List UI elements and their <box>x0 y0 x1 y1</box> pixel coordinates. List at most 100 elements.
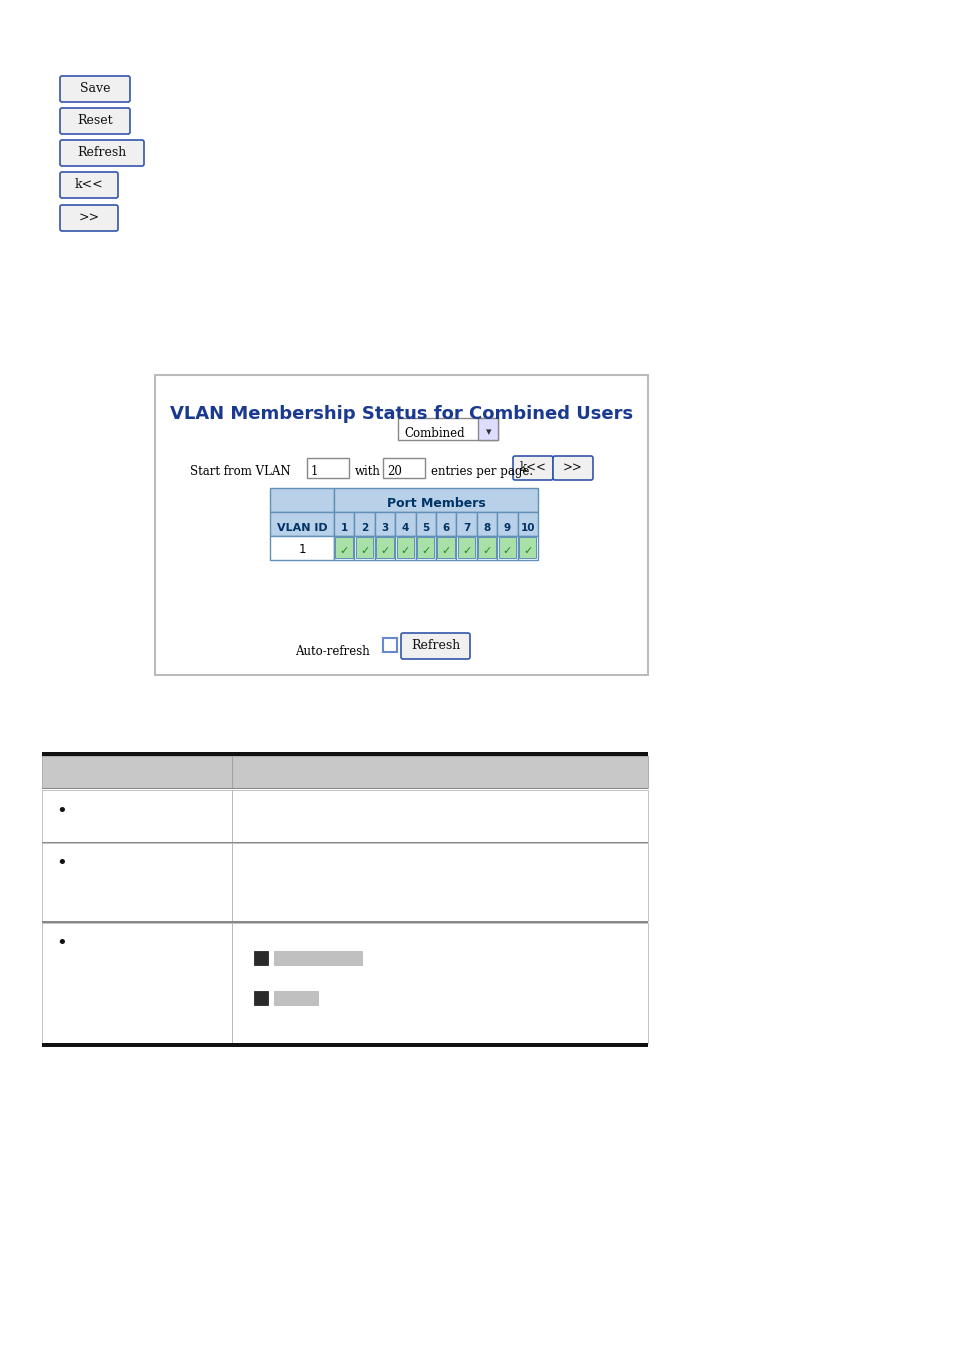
Bar <box>42 841 647 842</box>
Text: •: • <box>56 933 67 952</box>
Bar <box>270 536 334 560</box>
Text: ✓: ✓ <box>420 545 430 556</box>
Text: 1: 1 <box>298 544 305 556</box>
Bar <box>232 756 647 788</box>
FancyBboxPatch shape <box>60 205 118 231</box>
Bar <box>497 512 517 536</box>
Bar <box>354 536 375 560</box>
Bar <box>497 536 517 560</box>
Bar <box>416 537 434 559</box>
Text: 8: 8 <box>483 522 490 533</box>
Text: Refresh: Refresh <box>411 640 459 652</box>
Bar <box>382 458 424 478</box>
Text: 1: 1 <box>340 522 348 533</box>
Bar <box>274 950 361 964</box>
Text: 3: 3 <box>381 522 388 533</box>
Text: VLAN ID: VLAN ID <box>276 522 327 533</box>
Text: k<<: k<< <box>519 462 546 474</box>
Text: VLAN Membership Status for Combined Users: VLAN Membership Status for Combined User… <box>170 405 633 423</box>
Bar <box>478 418 498 440</box>
Text: ✓: ✓ <box>380 545 389 556</box>
Bar <box>334 512 354 536</box>
FancyBboxPatch shape <box>60 108 130 134</box>
Bar <box>334 536 354 560</box>
Bar <box>396 537 414 559</box>
Bar <box>232 842 647 921</box>
Bar <box>42 788 647 790</box>
Text: Auto-refresh: Auto-refresh <box>294 645 370 659</box>
Bar <box>42 756 232 788</box>
Bar <box>517 536 537 560</box>
Bar <box>253 950 268 964</box>
Text: 4: 4 <box>401 522 409 533</box>
Text: ✓: ✓ <box>339 545 349 556</box>
Bar <box>154 375 647 675</box>
Bar <box>395 536 416 560</box>
Bar <box>456 512 476 536</box>
Bar <box>42 790 232 841</box>
Bar <box>477 537 496 559</box>
Bar <box>375 512 395 536</box>
Text: 20: 20 <box>387 466 401 478</box>
Bar <box>334 487 537 512</box>
Bar <box>518 537 536 559</box>
Bar <box>498 537 516 559</box>
Bar <box>354 512 375 536</box>
Text: with: with <box>355 466 380 478</box>
FancyBboxPatch shape <box>400 633 470 659</box>
Text: 10: 10 <box>520 522 535 533</box>
Text: >>: >> <box>562 462 582 474</box>
Text: 6: 6 <box>442 522 450 533</box>
Text: ▾: ▾ <box>485 427 491 437</box>
Bar <box>42 1042 647 1046</box>
Text: ✓: ✓ <box>522 545 532 556</box>
Bar <box>232 922 647 1042</box>
FancyBboxPatch shape <box>553 456 593 481</box>
Text: 7: 7 <box>462 522 470 533</box>
Text: •: • <box>56 802 67 821</box>
Text: Reset: Reset <box>77 115 112 127</box>
Text: ✓: ✓ <box>461 545 471 556</box>
Bar <box>437 537 455 559</box>
Text: entries per page.: entries per page. <box>431 466 533 478</box>
Bar <box>274 991 317 1004</box>
Bar <box>456 536 476 560</box>
Bar <box>42 842 232 921</box>
Bar <box>232 790 647 841</box>
FancyBboxPatch shape <box>60 140 144 166</box>
Bar <box>335 537 353 559</box>
Bar <box>42 922 232 1042</box>
Text: Port Members: Port Members <box>386 498 485 510</box>
Text: •: • <box>56 855 67 872</box>
Bar <box>42 921 647 922</box>
Bar <box>416 512 436 536</box>
Text: ✓: ✓ <box>502 545 512 556</box>
Bar <box>375 537 394 559</box>
Bar <box>457 537 475 559</box>
Bar <box>375 536 395 560</box>
Text: >>: >> <box>78 212 99 224</box>
Bar <box>307 458 349 478</box>
Text: Combined: Combined <box>404 428 465 440</box>
Bar <box>436 536 456 560</box>
Text: ✓: ✓ <box>400 545 410 556</box>
Bar <box>270 512 334 536</box>
Text: Save: Save <box>80 82 111 96</box>
Bar <box>395 512 416 536</box>
FancyBboxPatch shape <box>60 171 118 198</box>
Bar <box>416 536 436 560</box>
Text: 2: 2 <box>360 522 368 533</box>
Bar <box>476 512 497 536</box>
Text: ✓: ✓ <box>441 545 451 556</box>
FancyBboxPatch shape <box>513 456 553 481</box>
Text: 1: 1 <box>311 466 318 478</box>
Bar <box>253 991 268 1004</box>
Text: ✓: ✓ <box>482 545 491 556</box>
Text: 5: 5 <box>422 522 429 533</box>
Bar <box>42 752 647 756</box>
Text: ✓: ✓ <box>359 545 369 556</box>
Text: k<<: k<< <box>74 178 103 192</box>
FancyBboxPatch shape <box>60 76 130 103</box>
Bar <box>476 536 497 560</box>
Bar <box>436 512 456 536</box>
